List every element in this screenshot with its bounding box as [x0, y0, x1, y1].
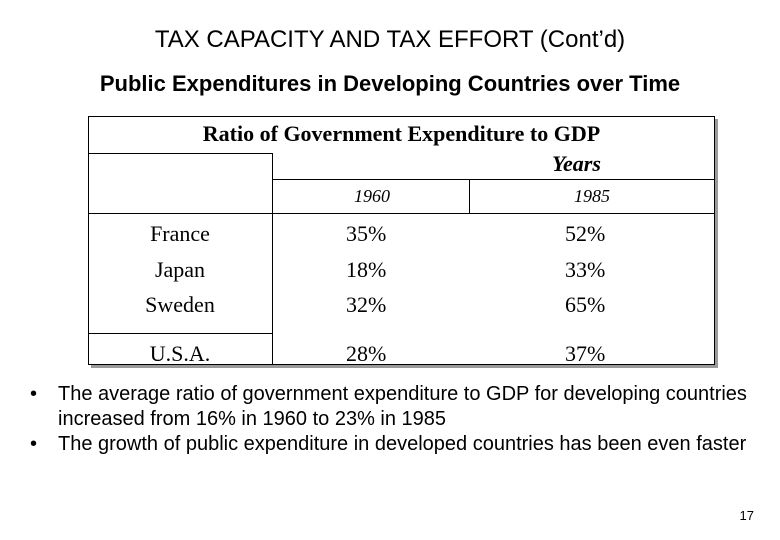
cell-sweden-1985: 65%	[565, 292, 606, 317]
row-country-usa: U.S.A.	[149, 341, 211, 366]
cell-sweden-1960: 32%	[346, 292, 387, 317]
cell-france-1985: 52%	[565, 221, 606, 246]
row-country-france: France	[150, 221, 210, 246]
years-label: Years	[552, 151, 601, 176]
bullet-text: The growth of public expenditure in deve…	[58, 433, 747, 455]
cell-france-1960: 35%	[346, 221, 387, 246]
slide-title: TAX CAPACITY AND TAX EFFORT (Cont’d)	[154, 26, 626, 53]
usa-row-divider	[89, 333, 273, 334]
years-divider	[273, 179, 714, 180]
bullet-text: The average ratio of government expendit…	[58, 383, 747, 430]
header-divider	[89, 153, 273, 154]
cell-usa-1985: 37%	[565, 341, 606, 366]
year-header-1985: 1985	[574, 186, 610, 206]
table-title: Ratio of Government Expenditure to GDP	[202, 121, 601, 146]
page-number: 17	[739, 508, 754, 523]
year-column-divider	[469, 179, 470, 213]
row-country-sweden: Sweden	[145, 292, 215, 317]
slide-subtitle: Public Expenditures in Developing Countr…	[99, 71, 681, 96]
cell-usa-1960: 28%	[346, 341, 387, 366]
bullet-list: • The average ratio of government expend…	[28, 382, 768, 457]
year-header-1960: 1960	[354, 186, 390, 206]
row-country-japan: Japan	[154, 257, 206, 282]
expenditure-table: Ratio of Government Expenditure to GDP Y…	[88, 116, 715, 366]
bullet-dot-icon: •	[30, 383, 38, 405]
bullet-item: • The growth of public expenditure in de…	[28, 432, 768, 457]
cell-japan-1985: 33%	[565, 257, 606, 282]
cell-japan-1960: 18%	[346, 257, 387, 282]
bullet-item: • The average ratio of government expend…	[28, 382, 768, 432]
year-row-divider	[89, 213, 714, 214]
bullet-dot-icon: •	[30, 433, 38, 455]
country-column-divider	[272, 153, 273, 364]
